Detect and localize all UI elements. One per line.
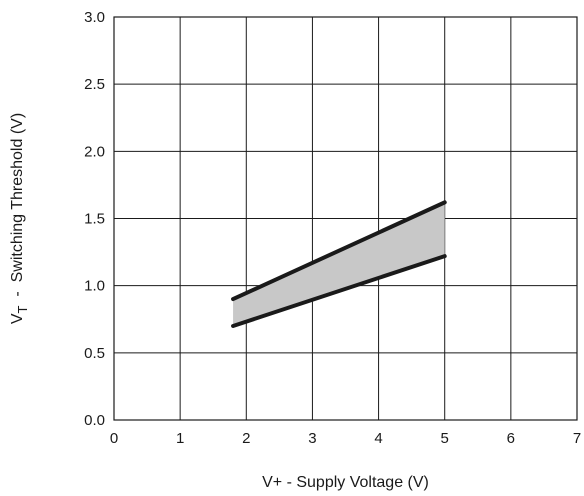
plot-frame bbox=[113, 16, 578, 421]
lower-threshold-line bbox=[231, 254, 447, 328]
x-tick-label: 0 bbox=[110, 430, 118, 447]
series-lines bbox=[231, 200, 447, 328]
y-tick-label: 0.0 bbox=[84, 412, 105, 429]
y-tick-label: 0.5 bbox=[84, 345, 105, 362]
upper-threshold-line bbox=[231, 200, 447, 302]
x-axis-label: V+ - Supply Voltage (V) bbox=[262, 474, 429, 491]
y-axis-label-rest: - Switching Threshold (V) bbox=[9, 113, 26, 306]
x-tick-label: 1 bbox=[176, 430, 184, 447]
x-tick-label: 6 bbox=[507, 430, 515, 447]
y-tick-label: 1.0 bbox=[84, 278, 105, 295]
x-tick-label: 4 bbox=[374, 430, 382, 447]
y-axis-label: VT - Switching Threshold (V) bbox=[9, 113, 30, 324]
x-tick-label: 7 bbox=[573, 430, 581, 447]
x-tick-label: 5 bbox=[441, 430, 449, 447]
x-tick-label: 2 bbox=[242, 430, 250, 447]
y-tick-label: 2.5 bbox=[84, 76, 105, 93]
y-tick-labels: 0.0 0.5 1.0 1.5 2.0 2.5 3.0 bbox=[84, 9, 105, 429]
y-tick-label: 1.5 bbox=[84, 211, 105, 228]
y-tick-label: 3.0 bbox=[84, 9, 105, 26]
y-axis-label-main: V bbox=[9, 313, 26, 324]
threshold-band bbox=[233, 202, 445, 326]
y-tick-label: 2.0 bbox=[84, 143, 105, 160]
y-axis-label-subscript: T bbox=[15, 305, 30, 313]
grid bbox=[113, 16, 578, 421]
x-tick-labels: 0 1 2 3 4 5 6 7 bbox=[110, 430, 581, 447]
x-tick-label: 3 bbox=[308, 430, 316, 447]
